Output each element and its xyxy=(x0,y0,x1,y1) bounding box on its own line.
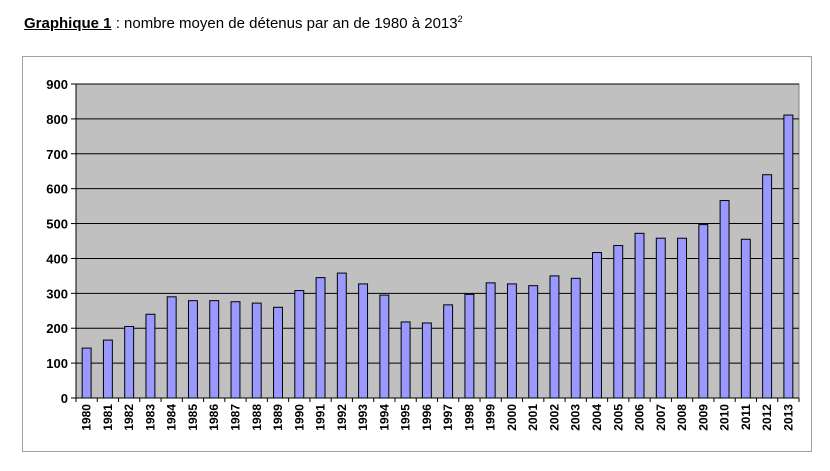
x-tick-label: 1995 xyxy=(399,404,413,431)
bar-2003 xyxy=(570,277,581,399)
bar-1988 xyxy=(251,302,262,399)
x-tick-label: 1997 xyxy=(441,404,455,431)
bar-1982 xyxy=(124,325,135,399)
bar-1992 xyxy=(336,272,347,399)
x-tick-label: 1988 xyxy=(250,404,264,431)
x-tick-label: 1996 xyxy=(420,404,434,431)
bar-1989 xyxy=(273,306,283,399)
bar-2000 xyxy=(506,283,517,399)
bar-1999 xyxy=(485,282,496,399)
y-tick-label: 500 xyxy=(46,217,68,232)
x-tick-label: 1986 xyxy=(207,404,221,431)
bar-2008 xyxy=(677,237,688,399)
caption-footnote: 2 xyxy=(457,14,463,24)
x-tick-label: 1981 xyxy=(101,404,115,431)
bar-2011 xyxy=(740,238,751,399)
x-tick-label: 1983 xyxy=(143,404,157,431)
x-tick-label: 1993 xyxy=(356,404,370,431)
bar-1996 xyxy=(421,322,432,399)
x-tick-label: 1984 xyxy=(165,404,179,431)
x-tick-label: 1989 xyxy=(271,404,285,431)
y-tick-label: 900 xyxy=(46,77,68,92)
bar-1980 xyxy=(81,347,92,399)
y-tick-label: 200 xyxy=(46,321,68,336)
x-tick-label: 1980 xyxy=(80,404,94,431)
bar-1984 xyxy=(166,296,177,399)
x-tick-label: 1990 xyxy=(292,404,306,431)
bar-2007 xyxy=(655,237,666,399)
caption-label: Graphique 1 xyxy=(24,15,112,32)
bar-2010 xyxy=(719,200,730,399)
chart-caption: Graphique 1 : nombre moyen de détenus pa… xyxy=(24,14,463,32)
plot-area xyxy=(75,83,800,399)
bar-1994 xyxy=(379,294,390,399)
x-tick-label: 2012 xyxy=(760,404,774,431)
y-tick-label: 600 xyxy=(46,182,68,197)
x-tick-label: 1985 xyxy=(186,404,200,431)
y-tick-label: 0 xyxy=(61,391,68,406)
bar-2012 xyxy=(762,174,773,399)
x-tick-label: 2001 xyxy=(526,404,540,431)
x-tick-label: 2004 xyxy=(590,404,604,431)
x-tick-label: 2006 xyxy=(633,404,647,431)
bar-2006 xyxy=(634,232,645,399)
x-tick-label: 1982 xyxy=(122,404,136,431)
x-tick-label: 2011 xyxy=(739,404,753,430)
x-tick-label: 2002 xyxy=(547,404,561,431)
bar-1993 xyxy=(358,283,369,399)
x-tick-label: 1998 xyxy=(462,404,476,431)
bar-1987 xyxy=(230,301,241,399)
bar-1998 xyxy=(464,293,475,399)
y-tick-label: 300 xyxy=(46,286,68,301)
bar-1997 xyxy=(443,304,454,399)
y-tick-label: 700 xyxy=(46,147,68,162)
y-tick-label: 400 xyxy=(46,251,68,266)
caption-text: : nombre moyen de détenus par an de 1980… xyxy=(111,15,458,32)
bar-2005 xyxy=(613,245,624,399)
x-tick-label: 2010 xyxy=(718,404,732,431)
x-tick-label: 2000 xyxy=(505,404,519,431)
bar-2001 xyxy=(528,285,539,399)
x-tick-label: 1999 xyxy=(484,404,498,431)
x-tick-label: 2003 xyxy=(569,404,583,431)
bar-2002 xyxy=(549,275,560,399)
bar-1985 xyxy=(187,300,198,399)
x-tick-label: 1987 xyxy=(228,404,242,431)
bar-2009 xyxy=(698,224,709,399)
x-tick-label: 1992 xyxy=(335,404,349,431)
y-tick-label: 100 xyxy=(46,356,68,371)
x-tick-label: 2013 xyxy=(781,404,795,431)
x-tick-label: 2009 xyxy=(696,404,710,431)
x-tick-label: 2008 xyxy=(675,404,689,431)
y-tick-label: 800 xyxy=(46,112,68,127)
bar-1986 xyxy=(209,300,220,399)
bar-2004 xyxy=(592,252,602,399)
x-tick-label: 1994 xyxy=(377,404,391,431)
bar-1990 xyxy=(294,290,305,399)
x-tick-label: 2007 xyxy=(654,404,668,431)
bar-2013 xyxy=(783,114,794,399)
bar-1991 xyxy=(315,277,326,399)
bar-1981 xyxy=(102,339,113,399)
x-tick-label: 1991 xyxy=(314,404,328,431)
x-tick-label: 2005 xyxy=(611,404,625,431)
bar-1983 xyxy=(145,313,156,399)
bar-1995 xyxy=(400,321,411,399)
